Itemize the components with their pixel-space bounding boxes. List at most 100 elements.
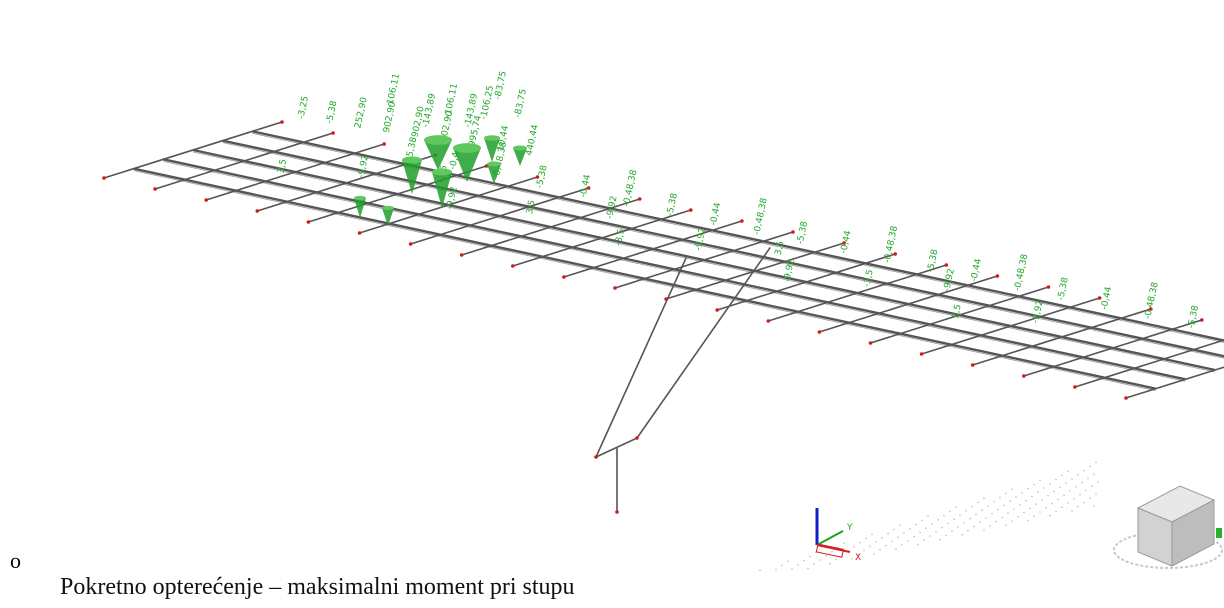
grid-dot xyxy=(979,521,981,523)
grid-dot xyxy=(947,522,949,525)
grid-dot xyxy=(909,528,911,530)
grid-dot xyxy=(931,523,933,525)
grid-dot xyxy=(951,530,953,532)
row-value-label: -5,38 xyxy=(926,248,941,273)
grid-dot xyxy=(921,519,923,522)
load-arrow-cap xyxy=(354,195,366,201)
beam-end-node xyxy=(255,209,260,213)
grid-dot xyxy=(1011,488,1013,491)
column-members xyxy=(595,246,771,512)
grid-dot xyxy=(995,520,997,523)
grid-dot xyxy=(937,519,939,521)
grid-dot xyxy=(825,555,827,557)
list-bullet: o xyxy=(10,548,21,573)
load-arrow-cap xyxy=(424,135,452,145)
grid-dot xyxy=(859,541,861,544)
grid-dot xyxy=(1067,470,1069,473)
beam-end-node xyxy=(1124,396,1128,400)
row-value-label: -0,48,38 xyxy=(622,169,640,208)
beam-end-node xyxy=(459,253,464,257)
beam-end-node xyxy=(1046,285,1051,289)
grid-dot xyxy=(925,527,927,529)
grid-dot xyxy=(807,567,809,570)
row-value-label: -5,38 xyxy=(665,192,680,217)
grid-dot xyxy=(903,532,905,534)
grid-dot xyxy=(917,543,919,546)
span-value-label: 3,5 xyxy=(774,240,787,256)
grid-dot xyxy=(1039,479,1041,482)
beam-end-node xyxy=(715,308,719,312)
span-value-label: -9,92 xyxy=(445,186,460,211)
cross-beam xyxy=(1074,339,1224,388)
grid-dot xyxy=(797,564,799,566)
pier-node xyxy=(615,510,619,514)
grid-dot xyxy=(987,505,989,507)
grid-dot xyxy=(929,535,931,537)
grid-dot xyxy=(1055,510,1057,513)
beam-end-node xyxy=(102,176,106,180)
grid-dot xyxy=(809,555,811,558)
grid-dot xyxy=(1015,496,1017,498)
axis-y-line xyxy=(816,530,844,546)
grid-dot xyxy=(959,514,961,516)
girder-edge xyxy=(192,151,1216,373)
structural-model-canvas[interactable]: -3,25 -5,38 252,90 902,90 902,90 902,90 995,74… xyxy=(0,0,1224,575)
grid-dot xyxy=(1071,478,1073,480)
row-value-label: -5,38 xyxy=(535,164,550,189)
grid-dot xyxy=(1037,491,1039,494)
load-arrow xyxy=(432,172,452,208)
cross-beam xyxy=(359,176,538,234)
row-value-label: -0,44 xyxy=(969,258,984,283)
beam-end-node xyxy=(331,131,335,135)
beam-end-node xyxy=(484,164,489,168)
beam-end-node xyxy=(1097,296,1102,300)
view-cube-icon[interactable] xyxy=(1108,478,1224,576)
load-arrow xyxy=(354,198,366,218)
cross-beam xyxy=(972,308,1151,366)
grid-dot xyxy=(957,526,959,528)
grid-dot xyxy=(943,514,945,517)
grid-dot xyxy=(1067,502,1069,504)
grid-dot xyxy=(813,563,815,565)
beam-end-node xyxy=(944,263,949,267)
grid-dot xyxy=(1045,507,1047,509)
cube-axis-marker xyxy=(1216,528,1222,538)
grid-dot xyxy=(1055,478,1057,481)
beam-end-node xyxy=(664,297,668,301)
cross-beam xyxy=(614,231,794,289)
beam-end-node xyxy=(586,186,591,190)
pier-crossbar xyxy=(595,437,638,458)
cube-side-face[interactable] xyxy=(1171,499,1215,567)
grid-dot xyxy=(819,559,821,561)
grid-dot xyxy=(775,568,777,571)
grid-dot xyxy=(1077,505,1079,508)
beam-end-node xyxy=(1200,318,1204,322)
cross-beam xyxy=(1023,319,1203,377)
beam-end-node xyxy=(919,352,924,356)
grid-dot xyxy=(1011,520,1013,522)
edge-value-label: 440,44 xyxy=(525,123,541,156)
grid-dot xyxy=(787,560,789,562)
grid-dot xyxy=(1093,505,1095,507)
grid-dot xyxy=(829,562,831,565)
grid-dot xyxy=(975,513,977,516)
3d-model-viewport[interactable]: -3,25 -5,38 252,90 902,90 902,90 902,90 995,74… xyxy=(0,0,1224,575)
grid-dot xyxy=(961,534,963,536)
span-value-label: -9,92 xyxy=(605,195,620,220)
span-value-label: -9,92 xyxy=(694,227,709,252)
load-arrow xyxy=(487,164,501,184)
grid-dot xyxy=(1049,483,1051,485)
moving-load-arrows xyxy=(354,135,527,226)
span-value-label: 3,5 xyxy=(525,199,538,215)
grid-dot xyxy=(941,526,943,529)
row-value-label: -5,38 xyxy=(1056,276,1071,301)
cross-beam xyxy=(512,209,692,267)
grid-dot xyxy=(907,540,909,542)
peak-moment-label: -83,75 xyxy=(493,70,509,100)
grid-dot xyxy=(999,496,1001,499)
grid-dot xyxy=(949,510,951,513)
grid-dot xyxy=(863,549,865,552)
grid-dot xyxy=(915,523,917,526)
grid-dot xyxy=(913,535,915,538)
grid-dot xyxy=(977,501,979,504)
